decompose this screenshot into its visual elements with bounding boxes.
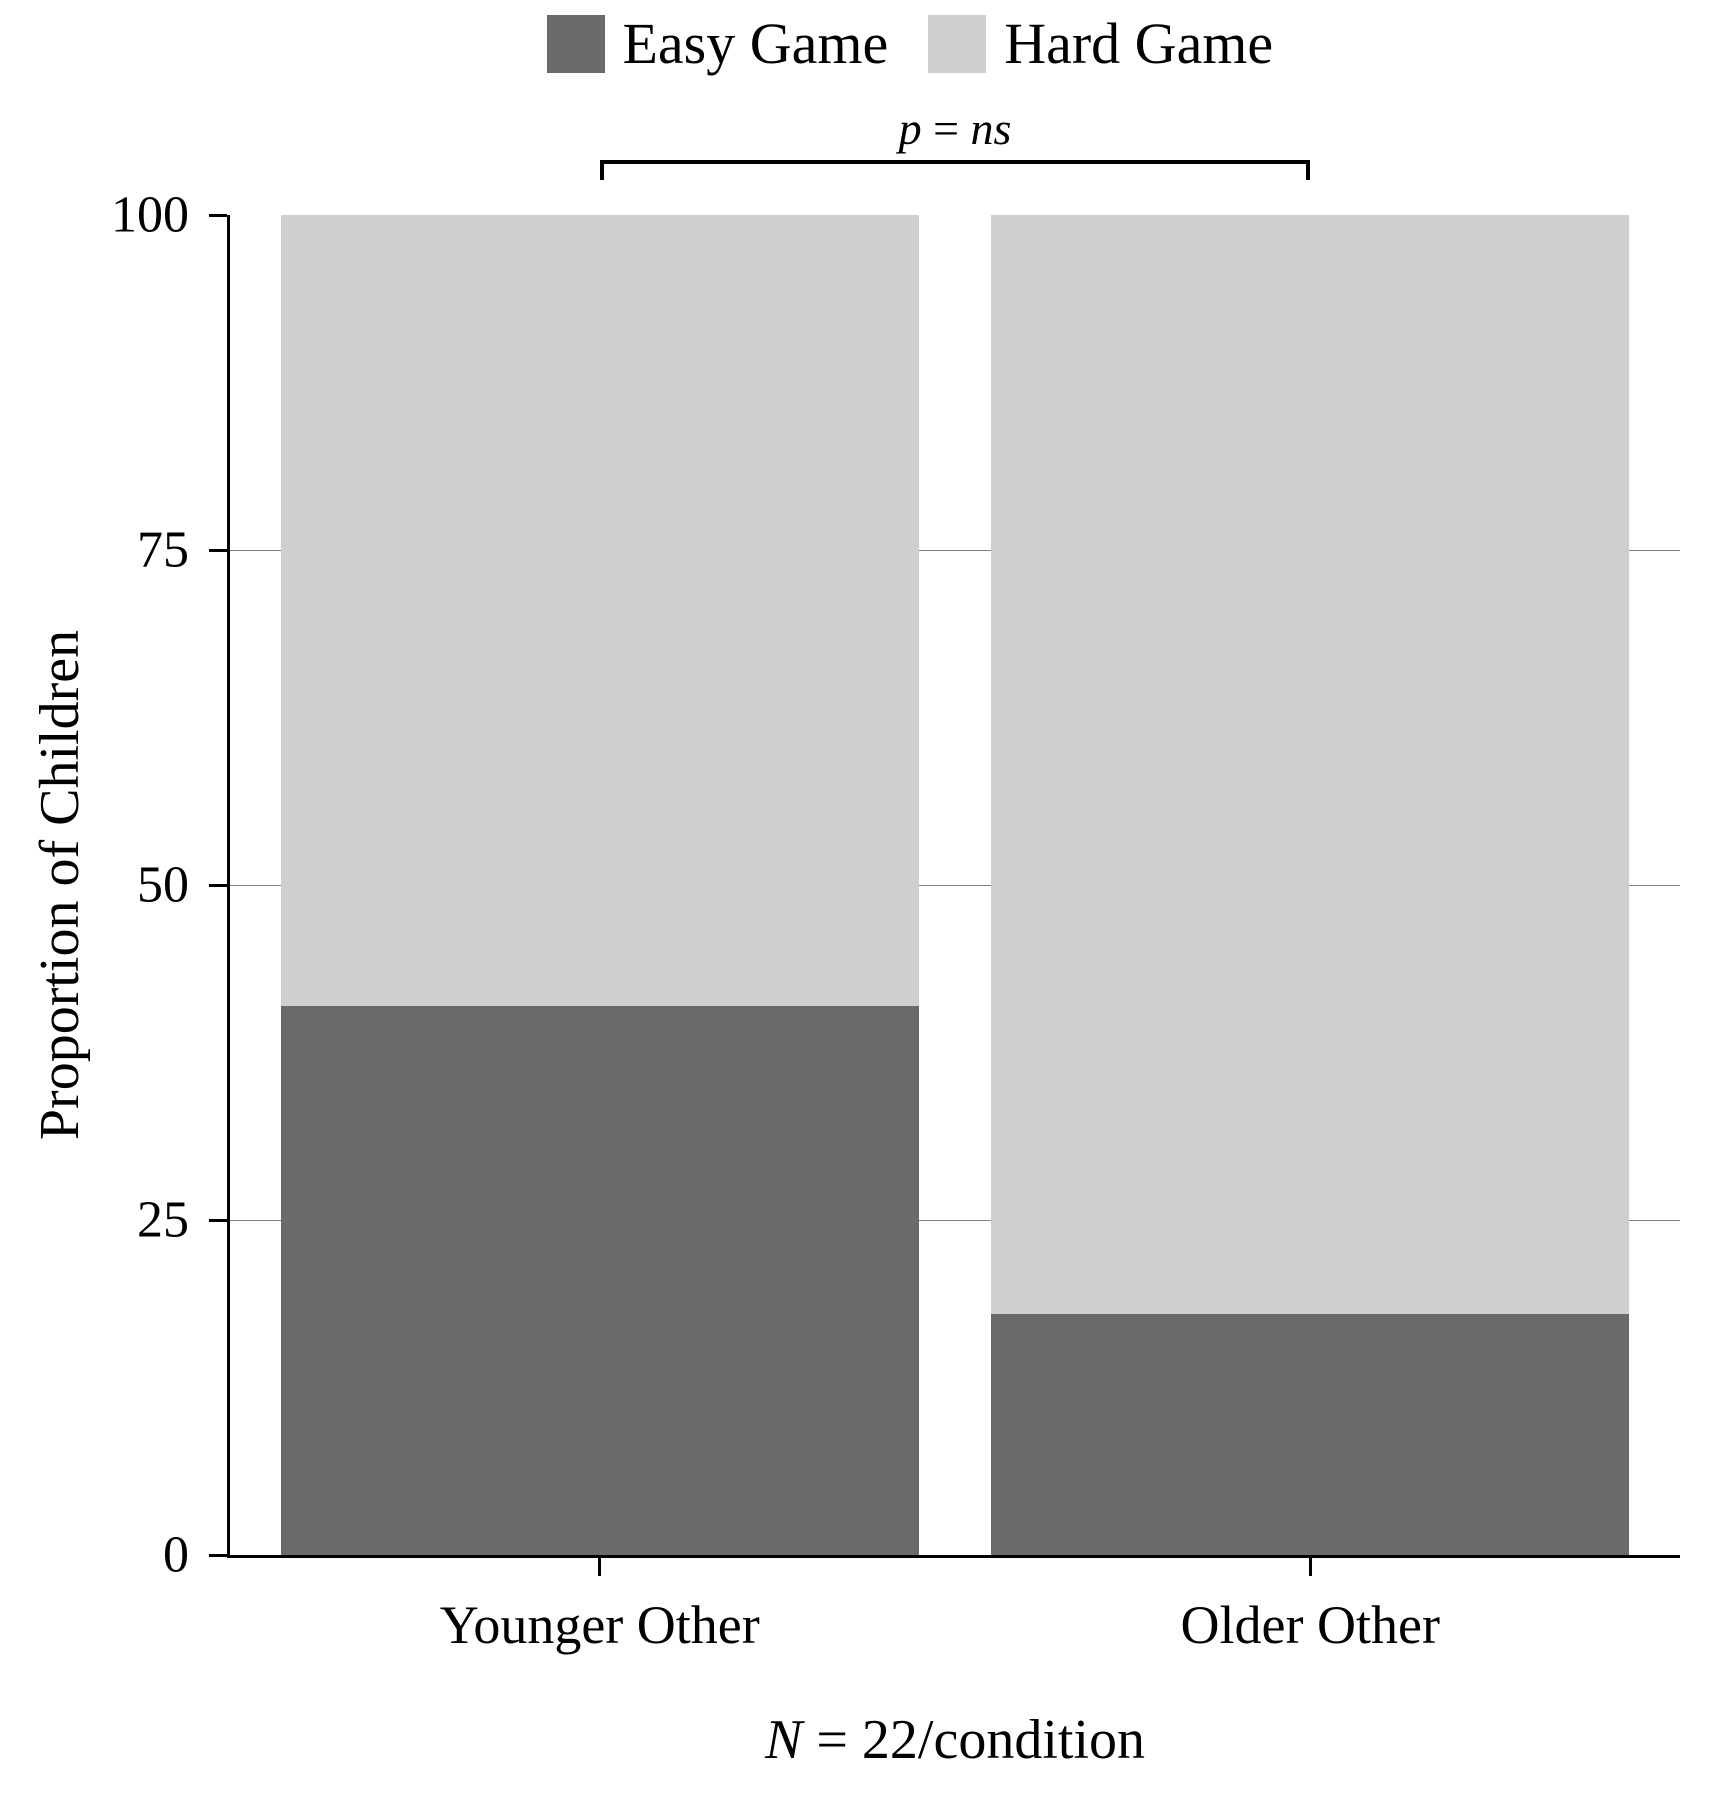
x-tick-label: Younger Other [440, 1594, 760, 1656]
bar-segment [281, 1006, 919, 1555]
y-tick [209, 884, 227, 887]
y-tick [209, 549, 227, 552]
y-tick-label: 50 [0, 856, 189, 915]
bar-segment [991, 215, 1629, 1314]
bar-segment [991, 1314, 1629, 1555]
y-tick [209, 1219, 227, 1222]
legend-swatch [928, 15, 986, 73]
x-axis-label-rest: = 22/condition [802, 1709, 1145, 1771]
significance-bracket [600, 160, 1311, 180]
legend-label: Easy Game [623, 10, 889, 77]
significance-p: p [899, 103, 922, 154]
bar-group [281, 215, 919, 1555]
y-tick-label: 75 [0, 521, 189, 580]
y-tick-label: 25 [0, 1191, 189, 1250]
x-axis-label-prefix: N [765, 1709, 802, 1771]
legend-label: Hard Game [1004, 10, 1273, 77]
y-tick [209, 1554, 227, 1557]
significance-bracket-rtick [1306, 160, 1310, 180]
significance-label: p = ns [899, 102, 1012, 155]
x-tick [1309, 1558, 1312, 1576]
chart-container: Easy GameHard Game Proportion of Childre… [0, 0, 1710, 1804]
x-tick-label: Older Other [1181, 1594, 1440, 1656]
y-tick-label: 100 [0, 186, 189, 245]
x-axis-line [227, 1555, 1680, 1558]
x-tick [598, 1558, 601, 1576]
y-axis-line [227, 215, 230, 1558]
significance-eq: = [922, 103, 971, 154]
y-tick [209, 214, 227, 217]
bar-segment [281, 215, 919, 1006]
significance-bracket-hline [600, 160, 1311, 164]
significance-ns: ns [971, 103, 1012, 154]
legend-item: Easy Game [547, 10, 889, 77]
significance-bracket-ltick [600, 160, 604, 180]
y-tick-label: 0 [0, 1526, 189, 1585]
plot-area [230, 215, 1680, 1555]
bar-group [991, 215, 1629, 1555]
legend: Easy Game Hard Game [547, 10, 1274, 77]
legend-swatch [547, 15, 605, 73]
x-axis-label: N = 22/condition [765, 1708, 1145, 1772]
legend-item: Hard Game [928, 10, 1273, 77]
